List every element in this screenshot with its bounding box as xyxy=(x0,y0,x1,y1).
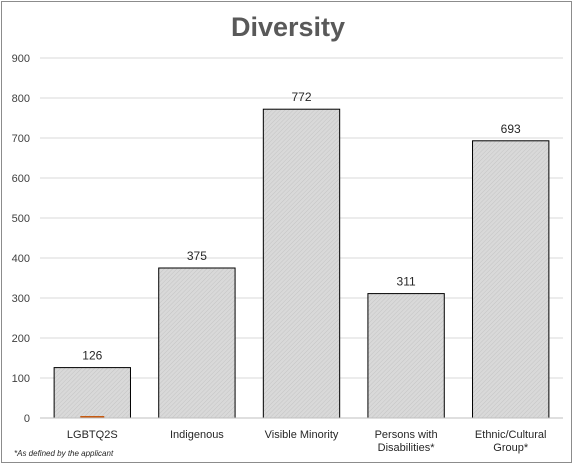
x-tick-label: Indigenous xyxy=(170,429,224,441)
bar xyxy=(367,293,445,419)
data-label: 375 xyxy=(187,249,207,263)
chart-title: Diversity xyxy=(231,12,345,42)
y-tick-label: 700 xyxy=(12,133,30,145)
x-tick-label: Visible Minority xyxy=(265,429,339,441)
data-label: 772 xyxy=(291,90,311,104)
bar xyxy=(472,140,550,419)
y-tick-label: 600 xyxy=(12,173,30,185)
x-tick-label: Ethnic/Cultural xyxy=(475,429,547,441)
y-tick-label: 100 xyxy=(12,373,30,385)
y-tick-label: 400 xyxy=(12,253,30,265)
y-tick-label: 900 xyxy=(12,53,30,65)
footnote: *As defined by the applicant xyxy=(14,449,114,458)
x-axis-labels: LGBTQ2S Indigenous Visible Minority Persons… xyxy=(67,429,547,454)
y-tick-label: 200 xyxy=(12,333,30,345)
bar xyxy=(262,108,341,419)
bar xyxy=(53,367,131,419)
data-labels: 126 375 772 311 693 xyxy=(82,90,521,362)
bars xyxy=(53,108,550,419)
data-label: 126 xyxy=(82,349,102,363)
x-tick-label: Disabilities* xyxy=(378,442,436,454)
data-label: 693 xyxy=(501,122,521,136)
y-axis-ticks: 0 100 200 300 400 500 600 700 800 900 xyxy=(12,53,30,425)
y-tick-label: 800 xyxy=(12,93,30,105)
x-tick-label: Persons with xyxy=(375,429,438,441)
x-tick-label: LGBTQ2S xyxy=(67,429,118,441)
data-label: 311 xyxy=(397,275,416,289)
x-tick-label: Group* xyxy=(493,442,529,454)
y-tick-label: 300 xyxy=(12,293,30,305)
y-tick-label: 0 xyxy=(24,413,30,425)
y-tick-label: 500 xyxy=(12,213,30,225)
bar xyxy=(158,267,236,419)
